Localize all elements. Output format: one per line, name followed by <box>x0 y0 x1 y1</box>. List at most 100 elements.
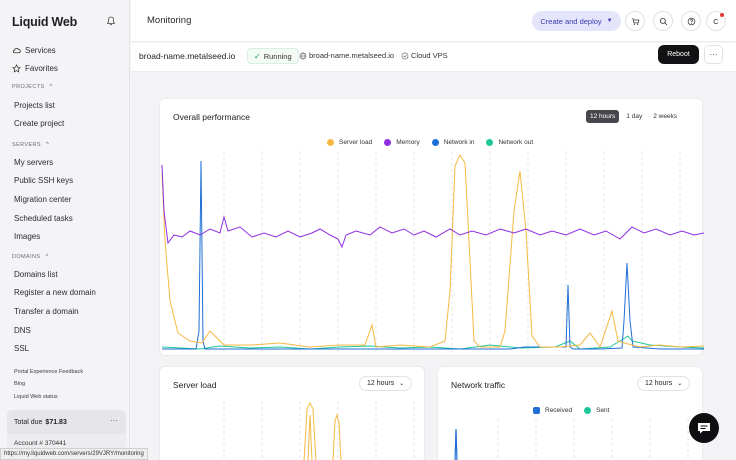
chat-button[interactable] <box>689 413 719 443</box>
range-1-day[interactable]: 1 day <box>626 113 643 120</box>
overall-performance-card: Overall performance 12 hours 1 day 2 wee… <box>159 98 704 356</box>
blog-link[interactable]: Blog <box>14 381 26 388</box>
sidebar-item-create-project[interactable]: Create project <box>14 119 65 129</box>
sidebar-item-favorites[interactable]: Favorites <box>12 59 58 77</box>
feedback-link[interactable]: Portal Experience Feedback <box>14 369 84 376</box>
server-load-card: Server load 12 hours ⌄ <box>159 366 425 460</box>
brand-logo[interactable]: Liquid Web <box>12 15 78 29</box>
sidebar-item-register-domain[interactable]: Register a new domain <box>14 288 96 298</box>
help-button[interactable] <box>681 11 701 31</box>
sidebar-item-domains-list[interactable]: Domains list <box>14 269 58 279</box>
server-load-line <box>161 153 704 349</box>
memory-line <box>161 164 704 249</box>
card-title: Server load <box>173 380 217 390</box>
avatar-initial: C <box>713 16 719 26</box>
network-in-line <box>162 160 704 350</box>
server-type-label: Cloud VPS <box>411 51 448 60</box>
legend-swatch <box>486 139 494 146</box>
sidebar-item-label: Favorites <box>25 63 58 73</box>
globe-icon <box>299 52 307 59</box>
chevron-down-icon: ▼ <box>606 18 613 24</box>
server-load-spike-2 <box>332 413 342 460</box>
create-and-deploy-button[interactable]: Create and deploy ▼ <box>532 11 621 31</box>
legend-swatch <box>384 139 392 146</box>
legend-swatch <box>431 139 439 146</box>
range-12-hours[interactable]: 12 hours <box>586 110 620 123</box>
server-name: broad-name.metalseed.io <box>139 51 236 61</box>
sidebar-item-label: Services <box>25 45 56 55</box>
total-due-value: $71.83 <box>45 418 67 426</box>
sidebar-item-scheduled-tasks[interactable]: Scheduled tasks <box>14 213 73 223</box>
legend-item-network-out[interactable]: Network out <box>486 139 533 146</box>
select-value: 12 hours <box>645 380 673 387</box>
total-due-label: Total due <box>14 418 43 426</box>
more-icon[interactable]: ··· <box>110 416 118 425</box>
status-badge: ✓ Running <box>247 48 299 64</box>
sidebar-item-ssl[interactable]: SSL <box>14 344 30 354</box>
chevron-down-icon: ⌄ <box>399 381 405 387</box>
bell-icon[interactable] <box>106 16 116 26</box>
total-due-card[interactable]: Total due $71.83 ··· <box>7 410 126 434</box>
legend-item-received[interactable]: Received <box>533 407 572 414</box>
chevron-up-icon: ^ <box>45 254 49 260</box>
status-link[interactable]: Liquid Web status <box>14 393 58 400</box>
network-out-line <box>161 335 704 350</box>
sidebar-item-projects-list[interactable]: Projects list <box>14 100 55 110</box>
received-spike <box>454 428 458 460</box>
section-label: PROJECTS <box>12 84 45 90</box>
card-title: Network traffic <box>451 380 506 390</box>
footer-links: Portal Experience Feedback Blog Liquid W… <box>14 366 83 403</box>
sidebar-item-my-servers[interactable]: My servers <box>14 157 54 167</box>
server-hostname[interactable]: broad-name.metalseed.io <box>299 51 394 60</box>
server-load-range-select[interactable]: 12 hours ⌄ <box>359 376 413 391</box>
reboot-button[interactable]: Reboot <box>658 45 699 64</box>
domains-section-header[interactable]: DOMAINS ^ <box>12 254 49 260</box>
section-label: DOMAINS <box>12 254 41 260</box>
status-url: https://my.liquidweb.com/servers/29VJRY/… <box>0 448 148 460</box>
servers-list: My servers Public SSH keys Migration cen… <box>14 153 73 246</box>
sidebar: Liquid Web Services Favorites PROJECTS ^… <box>0 0 130 460</box>
search-icon <box>659 17 667 25</box>
legend-item-memory[interactable]: Memory <box>384 139 420 146</box>
hostname-label: broad-name.metalseed.io <box>309 51 395 60</box>
sidebar-item-dns[interactable]: DNS <box>14 325 31 335</box>
sidebar-item-services[interactable]: Services <box>12 41 58 59</box>
chart-legend: Server load Memory Network in Network ou… <box>327 139 533 146</box>
legend-item-server-load[interactable]: Server load <box>327 139 372 146</box>
overall-performance-chart <box>161 151 704 356</box>
server-load-spike-1b <box>307 414 313 460</box>
legend-item-network-in[interactable]: Network in <box>431 139 474 146</box>
sidebar-item-public-ssh-keys[interactable]: Public SSH keys <box>14 176 74 186</box>
star-icon <box>12 63 21 73</box>
cart-icon <box>631 17 639 25</box>
search-button[interactable] <box>653 11 673 31</box>
projects-list: Projects list Create project <box>14 96 64 133</box>
legend-item-sent[interactable]: Sent <box>584 407 609 414</box>
chevron-up-icon: ^ <box>49 84 53 90</box>
servers-section-header[interactable]: SERVERS ^ <box>12 142 49 148</box>
chevron-up-icon: ^ <box>46 142 50 148</box>
main-content: Overall performance 12 hours 1 day 2 wee… <box>131 73 736 460</box>
sidebar-item-images[interactable]: Images <box>14 232 41 242</box>
network-legend: Received Sent <box>533 407 609 414</box>
range-2-weeks[interactable]: 2 weeks <box>653 113 678 120</box>
user-avatar[interactable]: C <box>706 11 726 31</box>
chart-gridlines <box>223 401 415 460</box>
sidebar-item-migration-center[interactable]: Migration center <box>14 194 72 204</box>
legend-label: Sent <box>596 407 610 414</box>
sidebar-item-transfer-domain[interactable]: Transfer a domain <box>14 306 79 316</box>
account-number: Account # 370441 <box>7 434 126 452</box>
legend-swatch <box>327 139 334 146</box>
network-traffic-chart <box>454 419 689 460</box>
button-label: Create and deploy <box>540 16 602 26</box>
cart-button[interactable] <box>625 11 645 31</box>
network-range-select[interactable]: 12 hours ⌄ <box>637 376 691 391</box>
chevron-down-icon: ⌄ <box>677 381 683 387</box>
more-icon: ··· <box>709 50 718 59</box>
legend-label: Network out <box>498 139 534 146</box>
projects-section-header[interactable]: PROJECTS ^ <box>12 84 53 90</box>
server-header: broad-name.metalseed.io ✓ Running broad-… <box>131 43 736 72</box>
domains-list: Domains list Register a new domain Trans… <box>14 265 96 358</box>
notification-dot <box>720 13 724 17</box>
more-actions-button[interactable]: ··· <box>704 45 723 64</box>
